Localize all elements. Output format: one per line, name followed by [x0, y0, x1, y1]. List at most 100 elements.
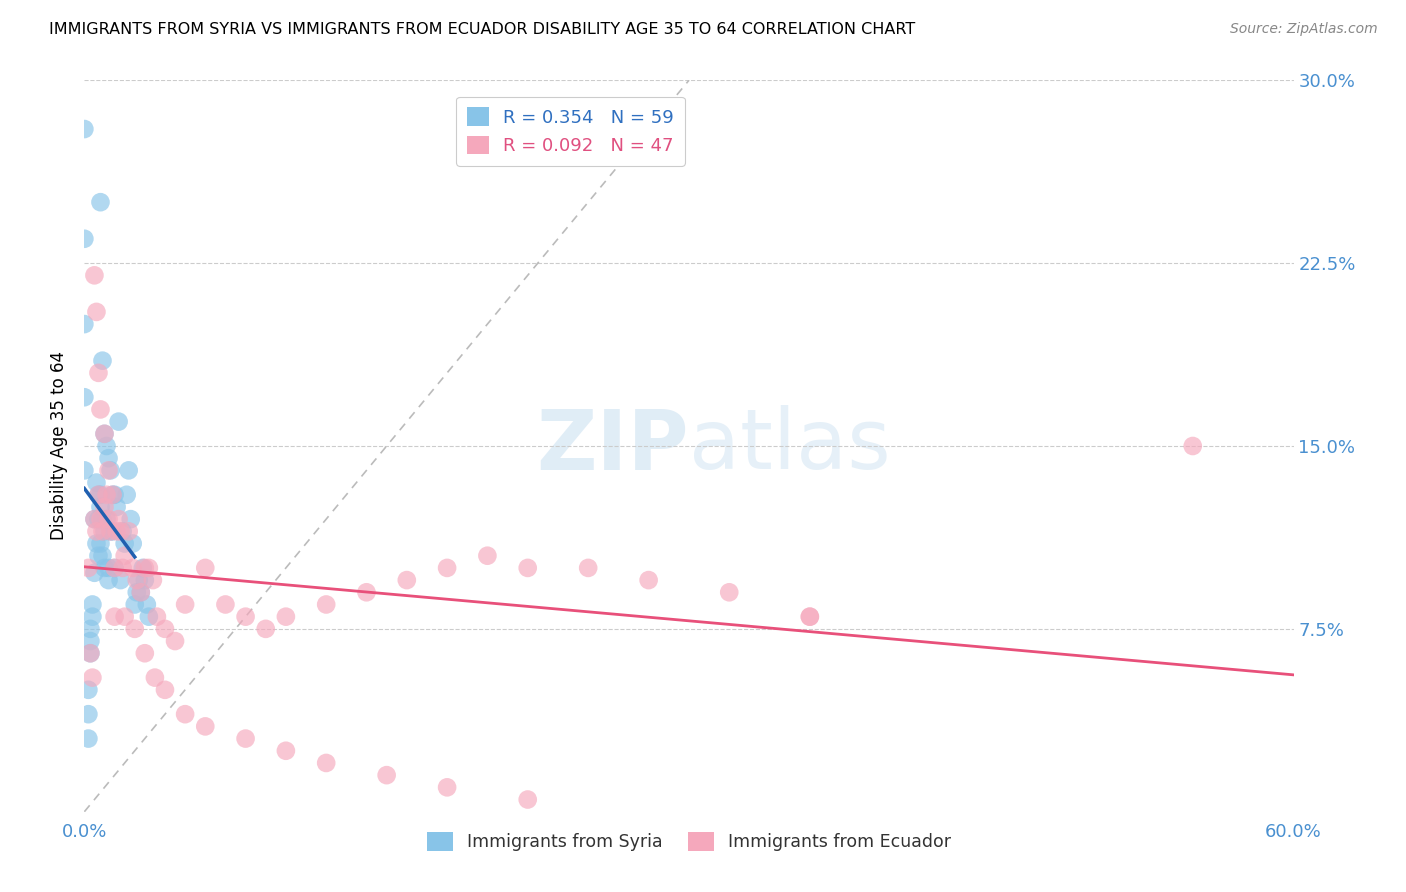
Point: [89, 512, 111, 526]
Point: [83, 566, 105, 580]
Point: [73, 122, 96, 136]
Point: [142, 573, 165, 587]
Point: [77, 561, 100, 575]
Point: [96, 512, 118, 526]
Point: [375, 768, 398, 782]
Point: [124, 598, 146, 612]
Point: [516, 561, 538, 575]
Point: [77, 682, 100, 697]
Point: [235, 609, 257, 624]
Point: [83, 268, 105, 283]
Point: [89, 488, 111, 502]
Point: [89, 500, 111, 514]
Point: [86, 475, 108, 490]
Point: [73, 232, 96, 246]
Point: [124, 622, 146, 636]
Point: [114, 536, 136, 550]
Point: [111, 561, 134, 575]
Point: [174, 707, 197, 722]
Point: [105, 524, 128, 539]
Point: [129, 585, 152, 599]
Point: [89, 195, 111, 210]
Point: [83, 512, 105, 526]
Point: [79, 646, 101, 660]
Point: [101, 488, 124, 502]
Point: [356, 585, 378, 599]
Point: [254, 622, 277, 636]
Point: [395, 573, 418, 587]
Point: [138, 609, 160, 624]
Point: [97, 561, 120, 575]
Point: [93, 426, 115, 441]
Point: [118, 463, 141, 477]
Point: [86, 524, 108, 539]
Point: [128, 573, 150, 587]
Point: [132, 561, 155, 575]
Point: [125, 585, 148, 599]
Text: atlas: atlas: [689, 406, 890, 486]
Point: [93, 524, 115, 539]
Point: [100, 524, 122, 539]
Point: [91, 512, 114, 526]
Point: [100, 524, 122, 539]
Text: ZIP: ZIP: [537, 406, 689, 486]
Point: [125, 573, 148, 587]
Point: [79, 646, 101, 660]
Point: [516, 792, 538, 806]
Point: [120, 512, 142, 526]
Point: [134, 573, 156, 587]
Point: [101, 488, 124, 502]
Point: [115, 488, 138, 502]
Point: [93, 426, 115, 441]
Point: [83, 512, 105, 526]
Point: [235, 731, 257, 746]
Point: [79, 622, 101, 636]
Point: [799, 609, 821, 624]
Legend: Immigrants from Syria, Immigrants from Ecuador: Immigrants from Syria, Immigrants from E…: [420, 825, 957, 858]
Point: [91, 524, 114, 539]
Point: [73, 390, 96, 404]
Point: [121, 561, 143, 575]
Point: [153, 682, 176, 697]
Point: [93, 561, 115, 575]
Point: [129, 585, 152, 599]
Point: [576, 561, 599, 575]
Point: [214, 598, 236, 612]
Point: [436, 561, 458, 575]
Point: [87, 512, 110, 526]
Y-axis label: Disability Age 35 to 64: Disability Age 35 to 64: [51, 351, 69, 541]
Point: [274, 609, 297, 624]
Point: [82, 671, 104, 685]
Point: [107, 415, 129, 429]
Point: [436, 780, 458, 795]
Point: [134, 646, 156, 660]
Point: [637, 573, 659, 587]
Point: [194, 561, 217, 575]
Text: IMMIGRANTS FROM SYRIA VS IMMIGRANTS FROM ECUADOR DISABILITY AGE 35 TO 64 CORRELA: IMMIGRANTS FROM SYRIA VS IMMIGRANTS FROM…: [49, 22, 915, 37]
Point: [146, 609, 169, 624]
Point: [100, 463, 122, 477]
Point: [93, 500, 115, 514]
Point: [118, 524, 141, 539]
Point: [104, 488, 127, 502]
Text: Source: ZipAtlas.com: Source: ZipAtlas.com: [1230, 22, 1378, 37]
Point: [274, 744, 297, 758]
Point: [97, 573, 120, 587]
Point: [82, 609, 104, 624]
Point: [87, 549, 110, 563]
Point: [105, 500, 128, 514]
Point: [114, 609, 136, 624]
Point: [86, 305, 108, 319]
Point: [110, 524, 132, 539]
Point: [138, 561, 160, 575]
Point: [91, 549, 114, 563]
Point: [97, 463, 120, 477]
Point: [104, 561, 127, 575]
Point: [135, 598, 157, 612]
Point: [73, 463, 96, 477]
Point: [107, 512, 129, 526]
Point: [91, 353, 114, 368]
Point: [96, 439, 118, 453]
Point: [89, 402, 111, 417]
Point: [79, 634, 101, 648]
